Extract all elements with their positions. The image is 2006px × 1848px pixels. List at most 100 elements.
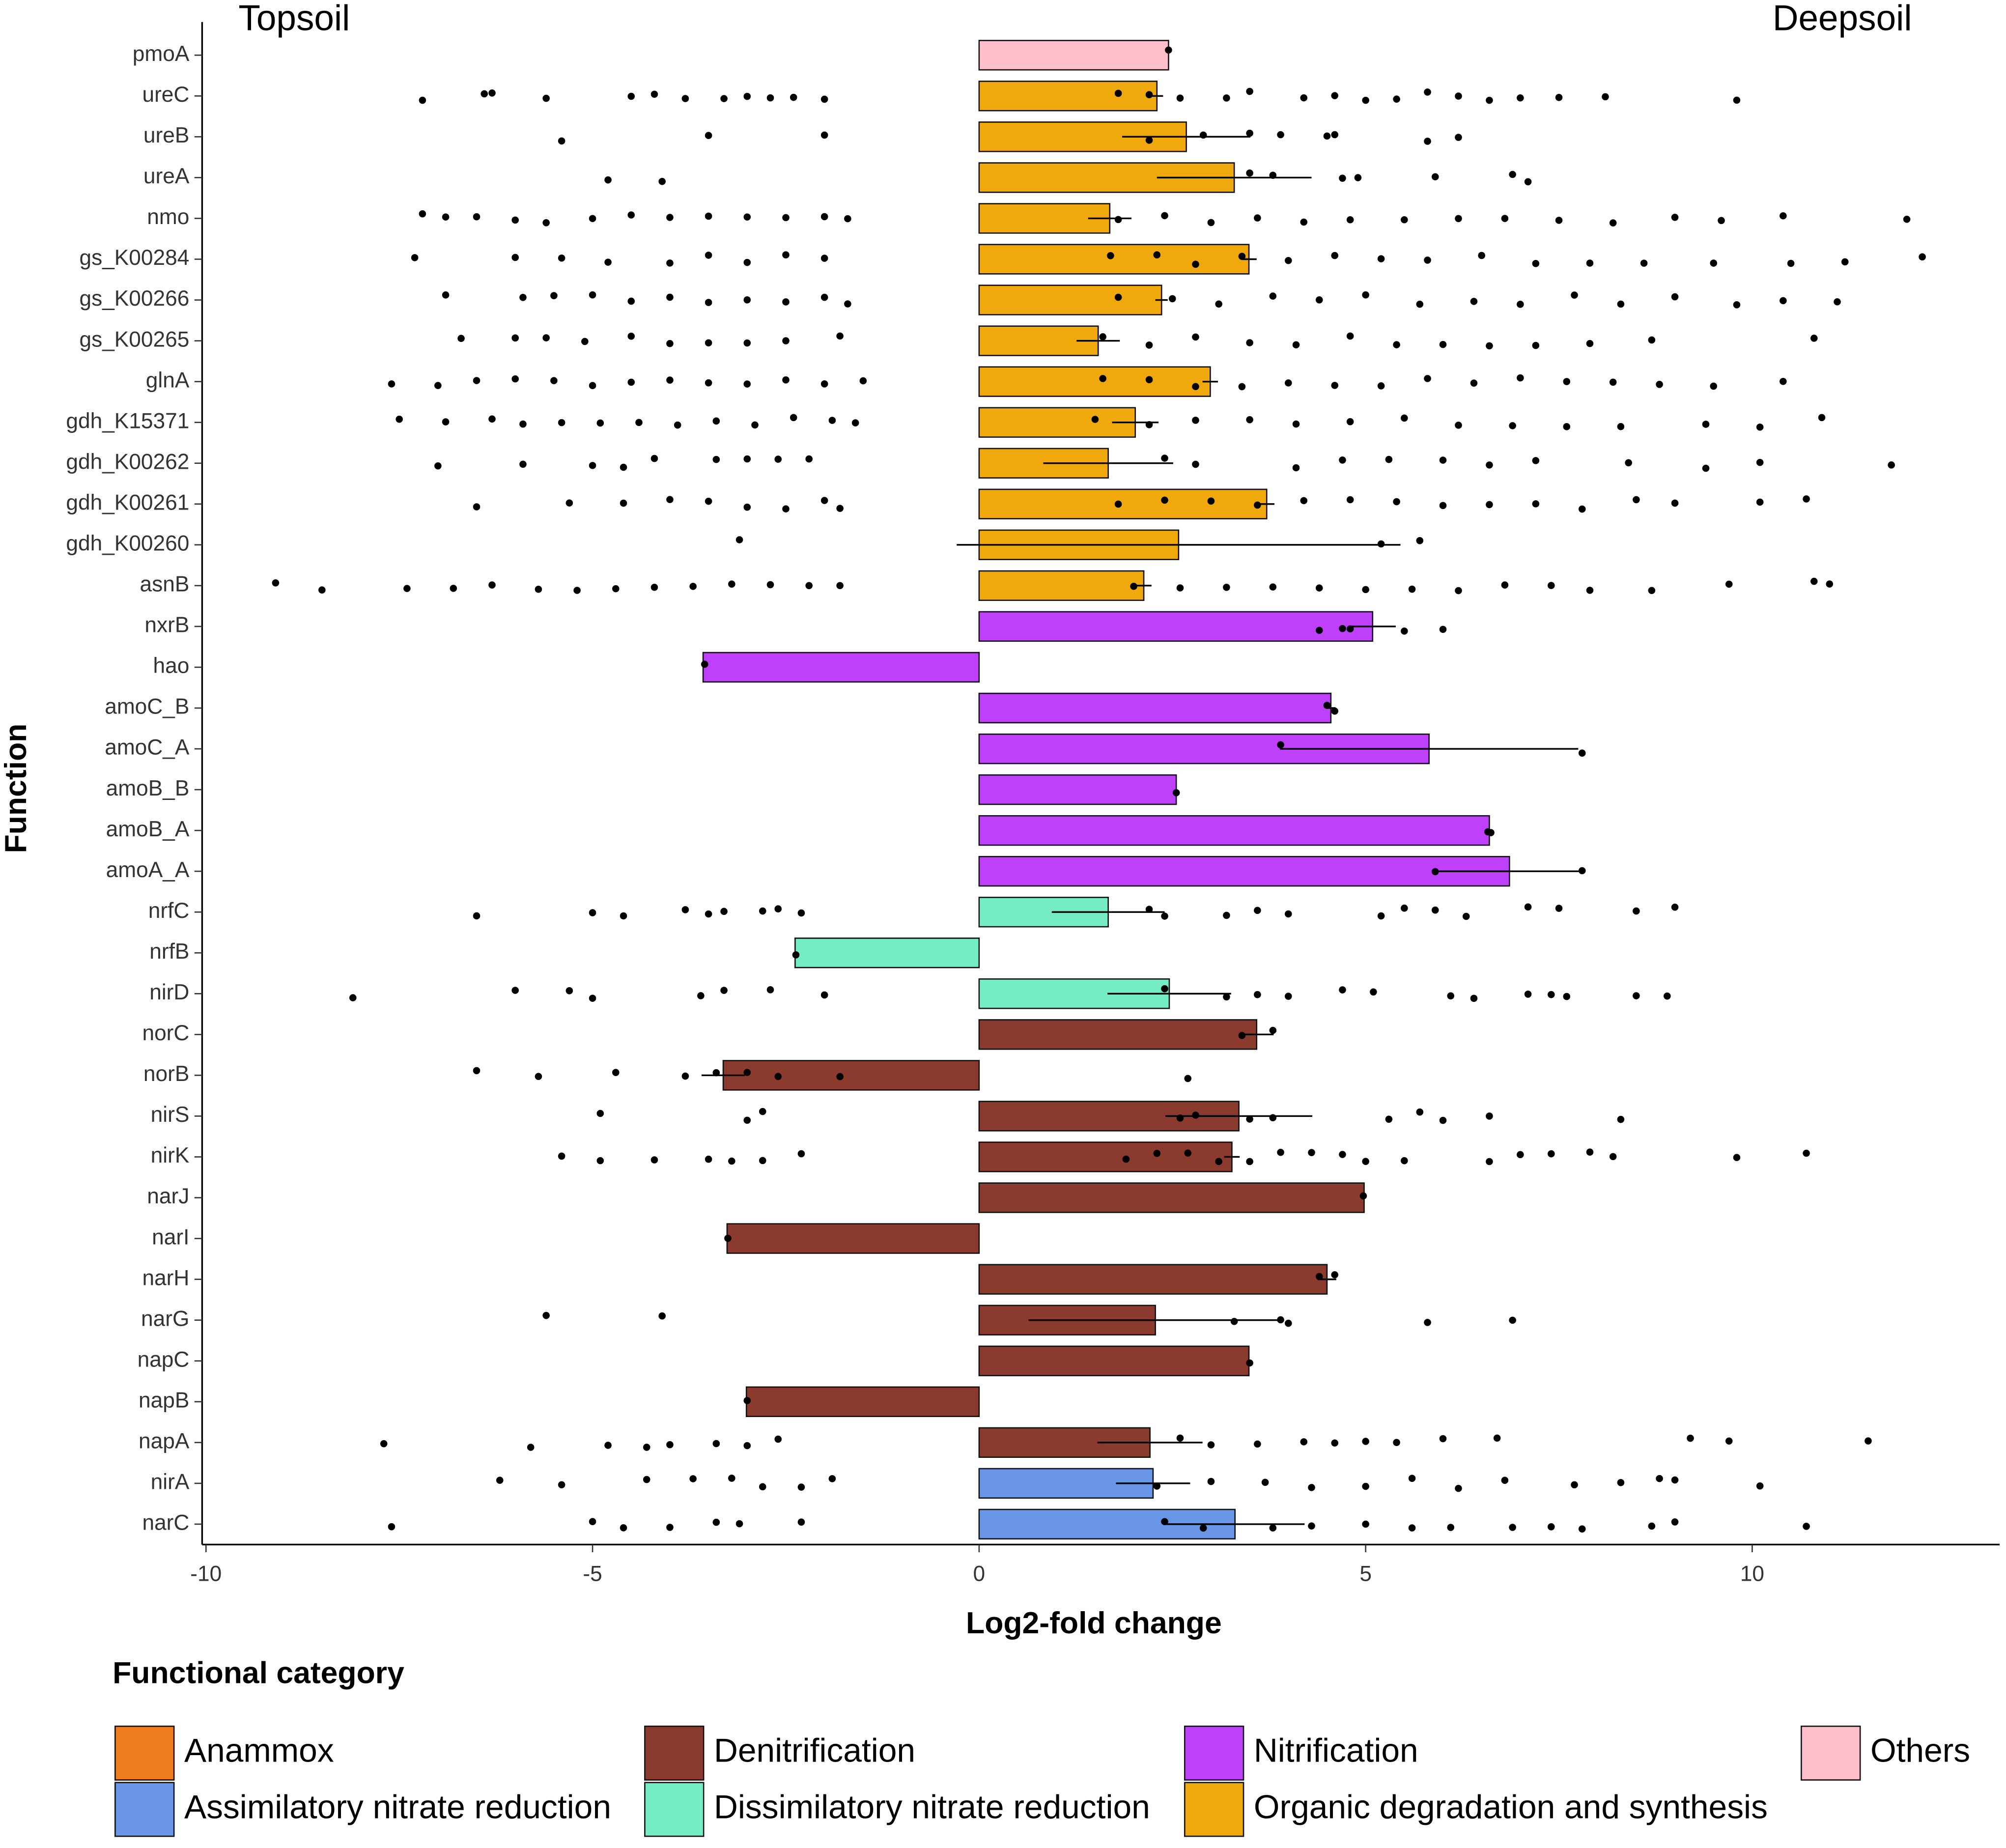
data-point [1625,459,1632,467]
legend-title: Functional category [113,1656,404,1690]
data-point [589,215,596,223]
data-point [1161,496,1168,504]
y-tick-label: norB [143,1062,189,1086]
data-point [1501,1477,1509,1484]
data-point [1308,1484,1315,1491]
data-point [1486,461,1493,469]
data-point [1362,1158,1369,1165]
data-point [1199,1524,1207,1532]
data-point [820,991,828,999]
data-point [1756,458,1764,466]
data-point [1323,702,1331,709]
data-point [1145,341,1153,349]
data-point [1254,991,1261,998]
data-point [1393,1439,1400,1446]
data-point [1555,217,1563,224]
data-point [705,379,712,387]
data-point [1300,94,1308,102]
data-point [1238,253,1246,260]
data-point [1308,1522,1315,1530]
data-point [1439,456,1447,464]
data-point [1246,1115,1253,1123]
data-point [589,291,596,299]
data-point [735,1520,743,1528]
data-point [1339,456,1346,464]
data-point [1292,420,1300,428]
y-tick-label: gdh_K15371 [66,409,189,433]
data-point [596,1157,604,1165]
data-point [1122,1155,1130,1163]
data-point [1455,92,1462,100]
data-point [666,1524,674,1531]
data-point [419,210,426,218]
data-point [1517,301,1524,308]
data-point [1114,216,1122,224]
data-point [774,1073,782,1080]
data-point [1393,498,1400,506]
data-point [774,1435,782,1443]
data-point [1439,502,1447,510]
data-point [782,505,790,512]
data-point [1609,378,1617,386]
data-point [1586,340,1594,347]
data-point [596,1109,604,1117]
data-point [1285,256,1292,264]
data-point [612,585,620,593]
data-point [1261,1478,1269,1486]
bar [702,652,980,683]
data-point [1331,382,1338,389]
data-point [1331,1271,1338,1279]
data-point [1493,1434,1501,1442]
legend-swatch [114,1725,175,1781]
data-point [1401,904,1408,912]
data-point [681,1072,689,1080]
data-point [403,585,411,592]
data-point [1617,300,1625,308]
data-point [1416,537,1424,544]
data-point [1254,214,1261,222]
data-point [805,582,813,590]
data-point [1555,905,1563,912]
data-point [1803,1523,1810,1530]
data-point [1524,991,1532,998]
data-point [820,213,828,221]
data-point [620,912,627,920]
data-point [1401,216,1408,224]
data-point [1192,260,1199,268]
data-point [396,415,403,423]
data-point [1586,259,1594,267]
data-point [1671,1476,1679,1484]
data-point [1586,1148,1594,1156]
data-point [581,338,589,345]
x-axis-title: Log2-fold change [966,1606,1222,1640]
data-point [1377,540,1385,548]
data-point [1671,214,1679,221]
data-point [473,1067,480,1075]
data-point [1733,301,1741,309]
data-point [488,89,496,97]
data-point [511,987,519,994]
data-point [488,581,496,589]
data-point [1223,584,1230,591]
data-point [1455,587,1462,595]
data-point [542,219,550,227]
data-point [1687,1434,1694,1442]
data-point [1377,255,1385,262]
y-tick-label: norC [142,1021,189,1045]
data-point [1285,910,1292,918]
data-point [1563,378,1571,385]
data-point [1509,1316,1516,1324]
data-point [1254,1440,1261,1448]
data-point [565,499,573,507]
data-point [596,419,604,427]
data-point [743,1442,751,1450]
data-point [1114,500,1122,508]
data-point [1161,455,1168,462]
data-point [1424,1319,1431,1326]
y-tick-label: gdh_K00260 [66,532,189,556]
data-point [1238,383,1246,391]
data-point [820,131,828,139]
data-point [666,293,674,301]
bar [978,488,1268,519]
